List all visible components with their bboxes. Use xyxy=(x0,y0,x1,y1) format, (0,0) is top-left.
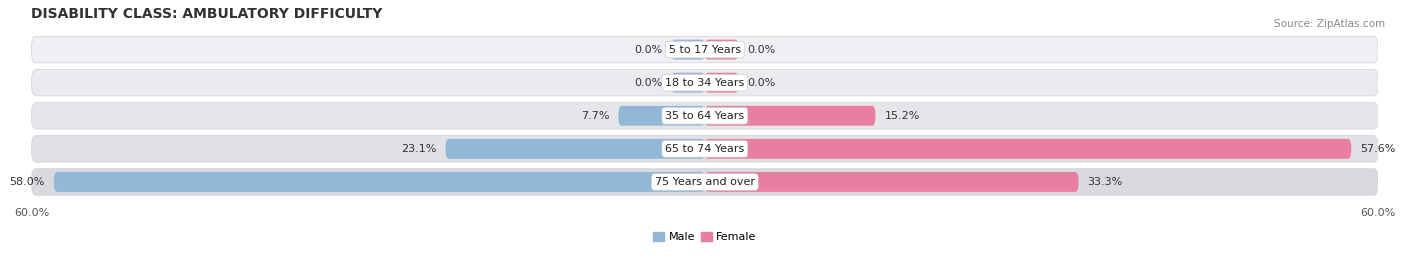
FancyBboxPatch shape xyxy=(671,40,704,59)
FancyBboxPatch shape xyxy=(31,69,1378,96)
Text: 5 to 17 Years: 5 to 17 Years xyxy=(669,44,741,55)
Text: 15.2%: 15.2% xyxy=(884,111,920,121)
FancyBboxPatch shape xyxy=(671,73,704,93)
Text: DISABILITY CLASS: AMBULATORY DIFFICULTY: DISABILITY CLASS: AMBULATORY DIFFICULTY xyxy=(31,7,382,21)
FancyBboxPatch shape xyxy=(704,172,1078,192)
FancyBboxPatch shape xyxy=(704,40,738,59)
Text: 65 to 74 Years: 65 to 74 Years xyxy=(665,144,744,154)
FancyBboxPatch shape xyxy=(31,136,1378,162)
Text: 23.1%: 23.1% xyxy=(401,144,437,154)
Text: 57.6%: 57.6% xyxy=(1360,144,1396,154)
FancyBboxPatch shape xyxy=(31,36,1378,63)
FancyBboxPatch shape xyxy=(704,139,1351,159)
Text: Source: ZipAtlas.com: Source: ZipAtlas.com xyxy=(1274,19,1385,29)
FancyBboxPatch shape xyxy=(53,172,704,192)
Text: 33.3%: 33.3% xyxy=(1087,177,1123,187)
FancyBboxPatch shape xyxy=(446,139,704,159)
FancyBboxPatch shape xyxy=(31,169,1378,195)
Text: 18 to 34 Years: 18 to 34 Years xyxy=(665,78,744,88)
Text: 58.0%: 58.0% xyxy=(10,177,45,187)
Text: 0.0%: 0.0% xyxy=(748,78,776,88)
Text: 0.0%: 0.0% xyxy=(634,44,662,55)
FancyBboxPatch shape xyxy=(704,106,876,126)
Text: 0.0%: 0.0% xyxy=(748,44,776,55)
Text: 75 Years and over: 75 Years and over xyxy=(655,177,755,187)
Text: 7.7%: 7.7% xyxy=(581,111,609,121)
Text: 0.0%: 0.0% xyxy=(634,78,662,88)
Legend: Male, Female: Male, Female xyxy=(648,228,761,247)
FancyBboxPatch shape xyxy=(31,103,1378,129)
Text: 35 to 64 Years: 35 to 64 Years xyxy=(665,111,744,121)
FancyBboxPatch shape xyxy=(704,73,738,93)
FancyBboxPatch shape xyxy=(619,106,704,126)
